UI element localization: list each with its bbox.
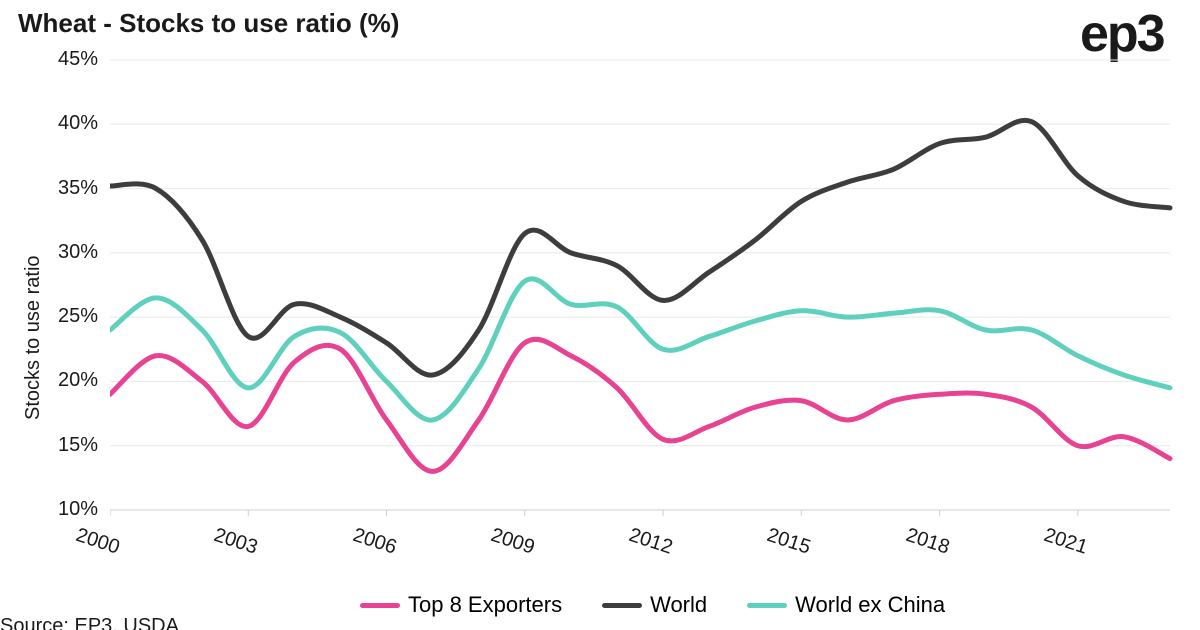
y-tick-label: 15%: [58, 434, 98, 457]
source-text: Source: EP3, USDA: [0, 615, 179, 630]
chart-container: Wheat - Stocks to use ratio (%) ep3 Stoc…: [0, 0, 1200, 630]
line-chart: [110, 50, 1180, 530]
series-world: [110, 120, 1170, 375]
legend-item: World: [602, 592, 707, 618]
legend-item: World ex China: [747, 592, 945, 618]
y-tick-label: 40%: [58, 112, 98, 135]
series-top-8-exporters: [110, 339, 1170, 471]
y-tick-label: 45%: [58, 48, 98, 71]
y-tick-label: 20%: [58, 369, 98, 392]
y-tick-label: 25%: [58, 305, 98, 328]
legend-swatch: [602, 603, 642, 608]
legend-swatch: [360, 603, 400, 608]
chart-title: Wheat - Stocks to use ratio (%): [18, 8, 399, 39]
y-tick-label: 10%: [58, 498, 98, 521]
legend: Top 8 Exporters World World ex China: [360, 592, 945, 618]
legend-label: Top 8 Exporters: [408, 592, 562, 618]
y-axis-label: Stocks to use ratio: [22, 255, 45, 420]
legend-label: World ex China: [795, 592, 945, 618]
legend-swatch: [747, 603, 787, 608]
y-tick-label: 30%: [58, 241, 98, 264]
y-tick-label: 35%: [58, 177, 98, 200]
legend-item: Top 8 Exporters: [360, 592, 562, 618]
legend-label: World: [650, 592, 707, 618]
